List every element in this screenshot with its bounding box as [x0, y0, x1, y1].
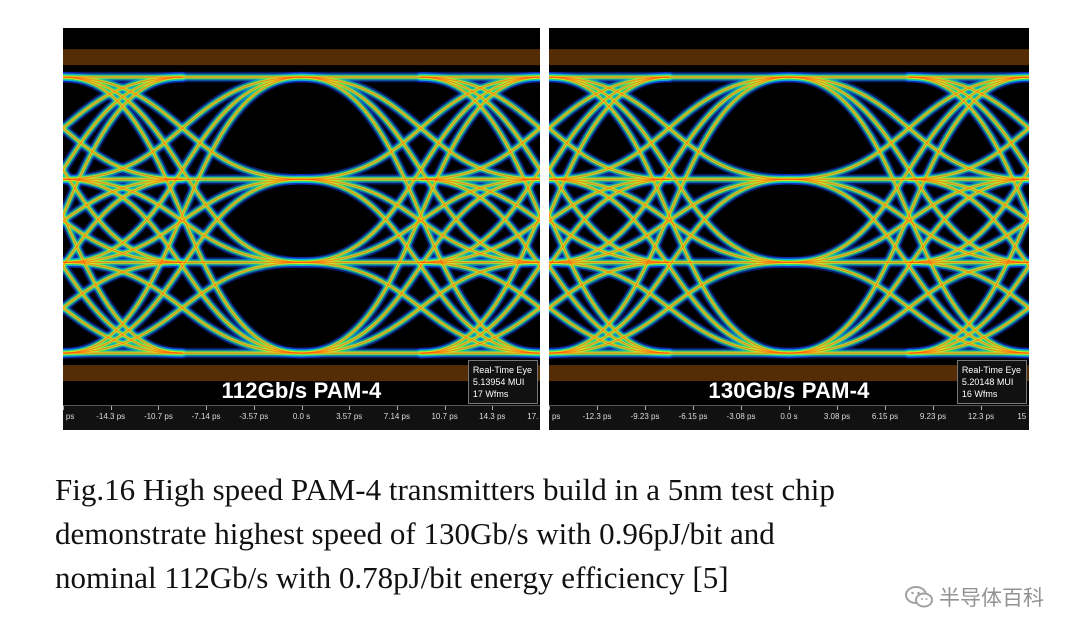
- axis-tickmark: [597, 406, 598, 410]
- axis-tick-label: 0.0 s: [780, 412, 798, 421]
- eye-band: [549, 365, 1029, 382]
- axis-tick-label: -14.3 ps: [96, 412, 126, 421]
- info-title: Real-Time Eye: [472, 365, 532, 375]
- eye-traces: [549, 49, 1029, 382]
- axis-tick-label: -7.14 ps: [191, 412, 221, 421]
- axis-tick-label: 14.3 ps: [479, 412, 506, 421]
- wechat-icon: [905, 586, 933, 608]
- axis-tick-label: 7.14 ps: [383, 412, 411, 421]
- eye-band: [63, 49, 540, 66]
- axis-tick-label: 15: [1017, 412, 1027, 421]
- info-wfms: 16 Wfms: [961, 389, 998, 399]
- axis-tickmark: [693, 406, 694, 410]
- axis-tickmark: [253, 406, 255, 410]
- axis-tickmark: [110, 406, 112, 410]
- axis-tick-label: -6.15 ps: [678, 412, 708, 421]
- info-box-130g: Real-Time Eye 5.20148 MUI 16 Wfms: [956, 360, 1027, 404]
- caption-line-2: demonstrate highest speed of 130Gb/s wit…: [55, 516, 775, 551]
- axis-tick-label: -3.08 ps: [726, 412, 756, 421]
- axis-tickmark: [349, 406, 351, 410]
- axis-tickmark: [981, 406, 982, 410]
- axis-tickmark: [158, 406, 160, 410]
- time-axis-112g: ps -14.3 ps -10.7 ps -7.14 ps -3.57 ps 0.0 s 3…: [63, 405, 540, 430]
- info-wfms: 17 Wfms: [472, 389, 509, 399]
- rate-label-112g: 112Gb/s PAM-4: [221, 378, 382, 403]
- axis-tick-label: ps: [551, 412, 561, 421]
- rate-label-130g: 130Gb/s PAM-4: [708, 378, 870, 403]
- axis-tickmark: [837, 406, 838, 410]
- axis-tickmark: [396, 406, 398, 410]
- axis-tickmark: [789, 406, 790, 410]
- axis-tick-label: 3.57 ps: [336, 412, 363, 421]
- axis-tick-label: ps: [65, 412, 75, 421]
- axis-tickmark: [301, 406, 303, 410]
- axis-tick-label: 12.3 ps: [967, 412, 995, 421]
- axis-tickmark: [741, 406, 742, 410]
- eye-diagram-130g: 130Gb/s PAM-4 Real-Time Eye 5.20148 MUI …: [549, 28, 1029, 430]
- eye-traces: [63, 49, 540, 382]
- axis-tick-label: -9.23 ps: [630, 412, 660, 421]
- info-box-112g: Real-Time Eye 5.13954 MUI 17 Wfms: [467, 360, 538, 404]
- axis-tick-label: 6.15 ps: [871, 412, 899, 421]
- axis-tick-label: 17.: [527, 412, 539, 421]
- axis-tick-label: -3.57 ps: [239, 412, 269, 421]
- axis-tickmark: [444, 406, 446, 410]
- axis-tickmark: [645, 406, 646, 410]
- axis-tickmark: [63, 406, 64, 410]
- axis-tickmark: [933, 406, 934, 410]
- caption-line-3: nominal 112Gb/s with 0.78pJ/bit energy e…: [55, 560, 729, 595]
- watermark: 半导体百科: [905, 582, 1044, 612]
- eye-band: [549, 49, 1029, 66]
- watermark-text: 半导体百科: [939, 586, 1044, 610]
- eye-plot-130g: [549, 49, 1029, 382]
- axis-tickmark: [885, 406, 886, 410]
- time-axis-130g: ps -12.3 ps -9.23 ps -6.15 ps -3.08 ps 0.0 s 3…: [549, 405, 1029, 430]
- axis-tick-label: -12.3 ps: [582, 412, 612, 421]
- figure-caption: Fig.16 High speed PAM-4 transmitters bui…: [55, 468, 1055, 600]
- axis-tick-label: 9.23 ps: [919, 412, 947, 421]
- info-mui: 5.20148 MUI: [961, 377, 1014, 387]
- axis-tick-label: 0.0 s: [292, 412, 311, 421]
- eye-diagram-112g: 112Gb/s PAM-4 Real-Time Eye 5.13954 MUI …: [63, 28, 540, 430]
- axis-tickmark: [206, 406, 208, 410]
- eye-band: [63, 365, 540, 382]
- axis-tick-label: 3.08 ps: [823, 412, 851, 421]
- axis-tick-label: 10.7 ps: [431, 412, 458, 421]
- axis-tickmark: [492, 406, 494, 410]
- axis-tick-label: -10.7 ps: [143, 412, 173, 421]
- axis-tickmark: [549, 406, 550, 410]
- caption-line-1: Fig.16 High speed PAM-4 transmitters bui…: [55, 472, 835, 507]
- info-title: Real-Time Eye: [961, 365, 1021, 375]
- info-mui: 5.13954 MUI: [472, 377, 525, 387]
- eye-plot-112g: [63, 49, 540, 382]
